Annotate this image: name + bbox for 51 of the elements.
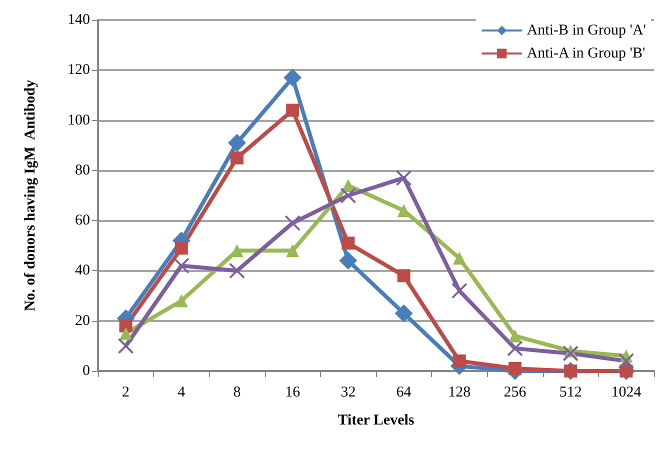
point bbox=[284, 68, 302, 87]
point bbox=[508, 329, 522, 342]
y-tick-label: 20 bbox=[75, 312, 90, 329]
x-tick-label: 64 bbox=[396, 384, 412, 400]
point bbox=[397, 269, 410, 282]
point bbox=[394, 304, 413, 322]
point bbox=[508, 362, 522, 375]
y-axis-title: No. of donors having IgM Antibody bbox=[22, 79, 38, 312]
x-tick-label: 128 bbox=[448, 384, 471, 400]
x-tick-label: 256 bbox=[504, 384, 527, 400]
point bbox=[286, 104, 300, 117]
point bbox=[174, 294, 188, 308]
point bbox=[618, 352, 634, 369]
point bbox=[118, 338, 134, 354]
y-tick-label: 140 bbox=[68, 12, 90, 28]
y-tick-label: 120 bbox=[68, 62, 90, 78]
point bbox=[397, 204, 410, 218]
x-tick-label: 4 bbox=[178, 384, 186, 400]
legend-label: Anti-A in Group 'B' bbox=[526, 46, 646, 62]
point bbox=[286, 244, 300, 258]
point bbox=[284, 215, 301, 232]
point bbox=[340, 188, 356, 204]
y-tick-label: 100 bbox=[68, 112, 90, 128]
point bbox=[562, 345, 579, 362]
x-tick-label: 32 bbox=[340, 384, 356, 400]
point bbox=[174, 242, 188, 255]
x-tick-label: 1024 bbox=[611, 384, 642, 400]
point bbox=[396, 170, 412, 186]
point bbox=[452, 354, 466, 368]
y-tick-label: 60 bbox=[75, 212, 90, 229]
y-tick-label: 80 bbox=[75, 162, 90, 178]
y-tick-label: 0 bbox=[82, 363, 90, 379]
point bbox=[119, 326, 132, 340]
x-tick-label: 512 bbox=[559, 384, 582, 400]
point bbox=[342, 236, 355, 250]
point bbox=[173, 258, 190, 274]
x-tick-label: 2 bbox=[122, 384, 130, 400]
point bbox=[230, 151, 244, 164]
point bbox=[119, 319, 132, 332]
point bbox=[339, 252, 358, 270]
point bbox=[452, 252, 466, 265]
x-tick-label: 8 bbox=[233, 384, 241, 400]
x-axis-title: Titer Levels bbox=[338, 412, 414, 428]
point bbox=[229, 262, 245, 279]
x-tick-label: 16 bbox=[285, 384, 301, 400]
point bbox=[507, 340, 523, 356]
point bbox=[228, 134, 246, 152]
y-tick-label: 40 bbox=[75, 262, 90, 279]
legend-label: Anti-B in Group 'A' bbox=[526, 22, 646, 38]
point bbox=[451, 282, 468, 299]
point bbox=[230, 244, 244, 258]
